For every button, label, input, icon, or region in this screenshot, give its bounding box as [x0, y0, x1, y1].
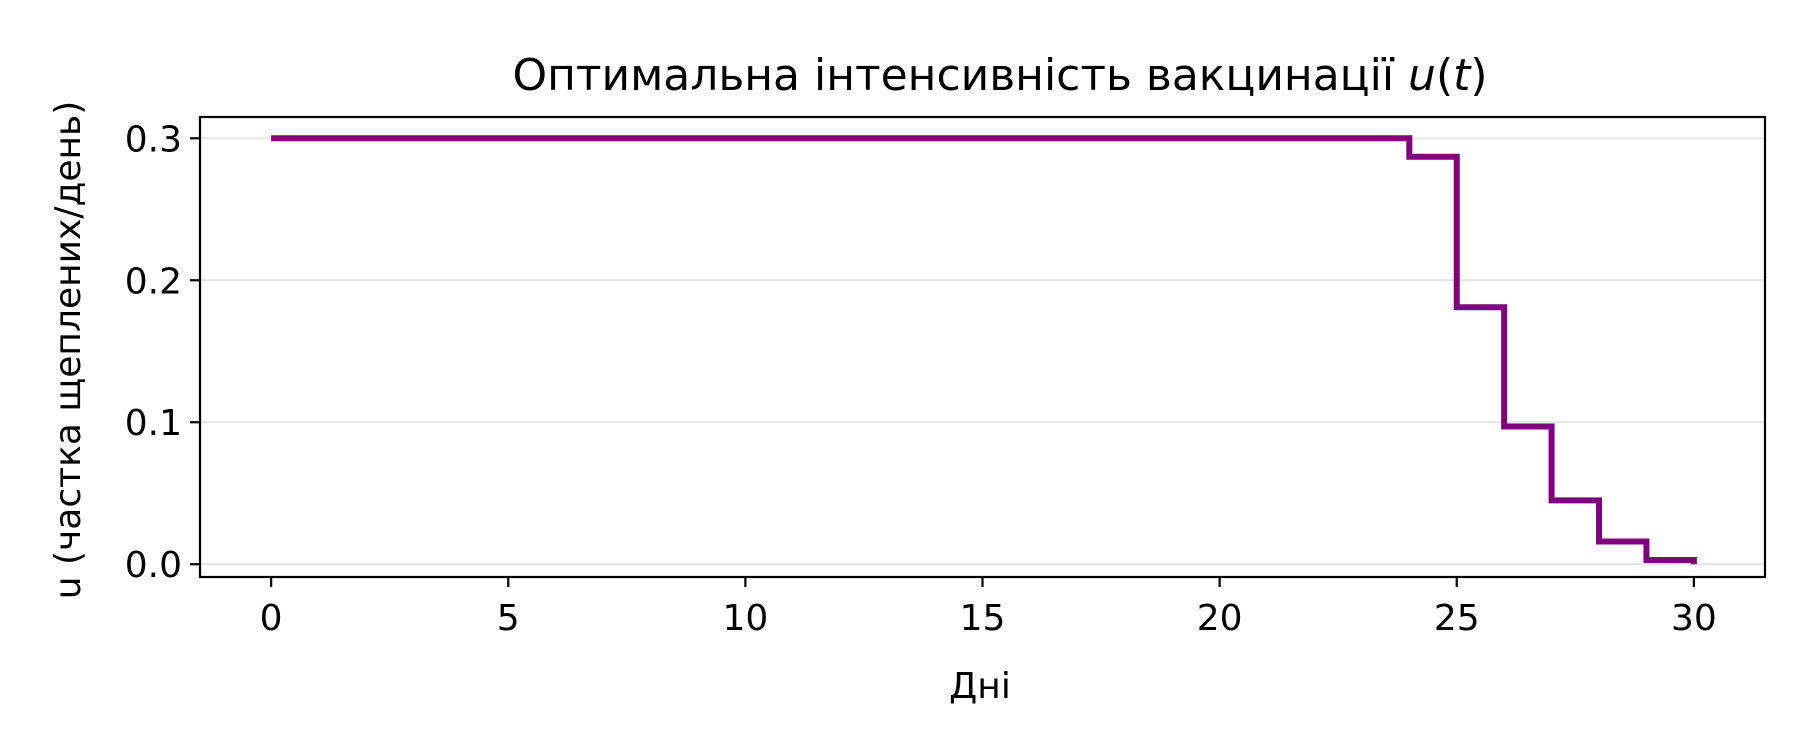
x-tick-label: 0 [260, 598, 283, 639]
x-tick-label: 15 [960, 598, 1006, 639]
x-tick-label: 10 [722, 598, 768, 639]
chart-title-paren-open: ( [1436, 50, 1453, 101]
y-axis-label: u (частка щеплених/день) [48, 101, 89, 600]
y-tick-label: 0.2 [125, 261, 182, 302]
plot-area: 0 5 10 15 20 25 30 0.0 0.1 0.2 0.3 [125, 115, 1767, 639]
chart-title-paren-close: ) [1470, 50, 1487, 101]
y-tick-label: 0.1 [125, 403, 182, 444]
chart-title: Оптимальна інтенсивність вакцинації u(t) [512, 50, 1487, 101]
chart-title-symbol: u [1408, 50, 1436, 101]
y-tick-label: 0.0 [125, 545, 182, 586]
x-tick-label: 5 [497, 598, 520, 639]
x-tick-label: 20 [1197, 598, 1243, 639]
chart-title-var: t [1453, 50, 1472, 101]
y-tick-label: 0.3 [125, 119, 182, 160]
x-tick-label: 30 [1671, 598, 1717, 639]
plot-frame [198, 115, 1767, 579]
x-axis-label: Дні [949, 666, 1011, 707]
series-line [271, 135, 1697, 565]
x-tick-label: 25 [1434, 598, 1480, 639]
chart-title-main: Оптимальна інтенсивність вакцинації [512, 50, 1408, 101]
